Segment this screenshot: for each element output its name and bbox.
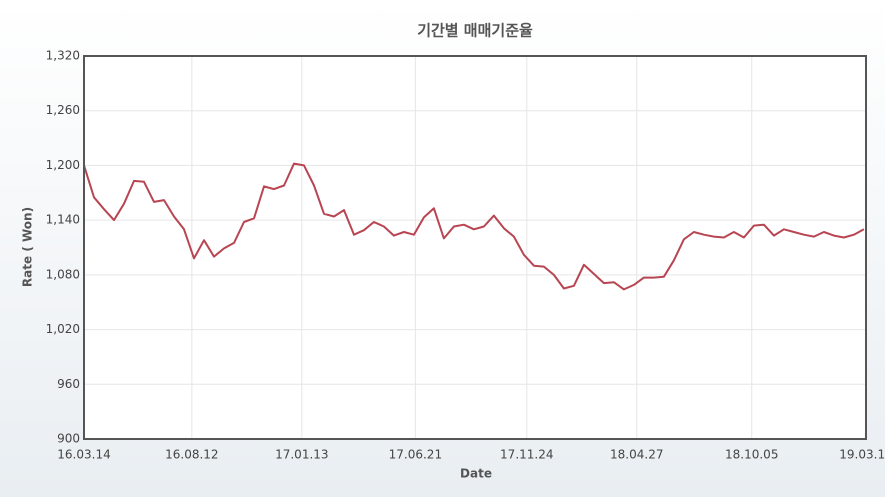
y-tick-label: 1,020 xyxy=(46,322,80,336)
x-tick-label: 17.06.21 xyxy=(389,448,442,462)
y-tick-label: 1,080 xyxy=(46,267,80,281)
x-tick-label: 17.01.13 xyxy=(275,448,328,462)
y-tick-label: 1,320 xyxy=(46,49,80,63)
plot-frame xyxy=(83,55,867,440)
y-tick-label: 1,200 xyxy=(46,158,80,172)
x-tick-label: 18.04.27 xyxy=(610,448,663,462)
y-tick-label: 1,260 xyxy=(46,103,80,117)
x-tick-label: 19.03.14 xyxy=(839,448,885,462)
chart-title: 기간별 매매기준율 xyxy=(417,22,533,40)
y-tick-label: 900 xyxy=(57,432,80,446)
y-tick-label: 960 xyxy=(57,377,80,391)
x-axis-title: Date xyxy=(460,467,492,481)
x-tick-label: 16.03.14 xyxy=(57,448,110,462)
plot-area xyxy=(84,56,866,439)
x-tick-label: 17.11.24 xyxy=(500,448,553,462)
y-tick-label: 1,140 xyxy=(46,213,80,227)
y-axis-title: Rate ( Won) xyxy=(21,207,35,287)
data-line xyxy=(83,162,865,291)
x-tick-label: 16.08.12 xyxy=(165,448,218,462)
x-tick-label: 18.10.05 xyxy=(725,448,778,462)
